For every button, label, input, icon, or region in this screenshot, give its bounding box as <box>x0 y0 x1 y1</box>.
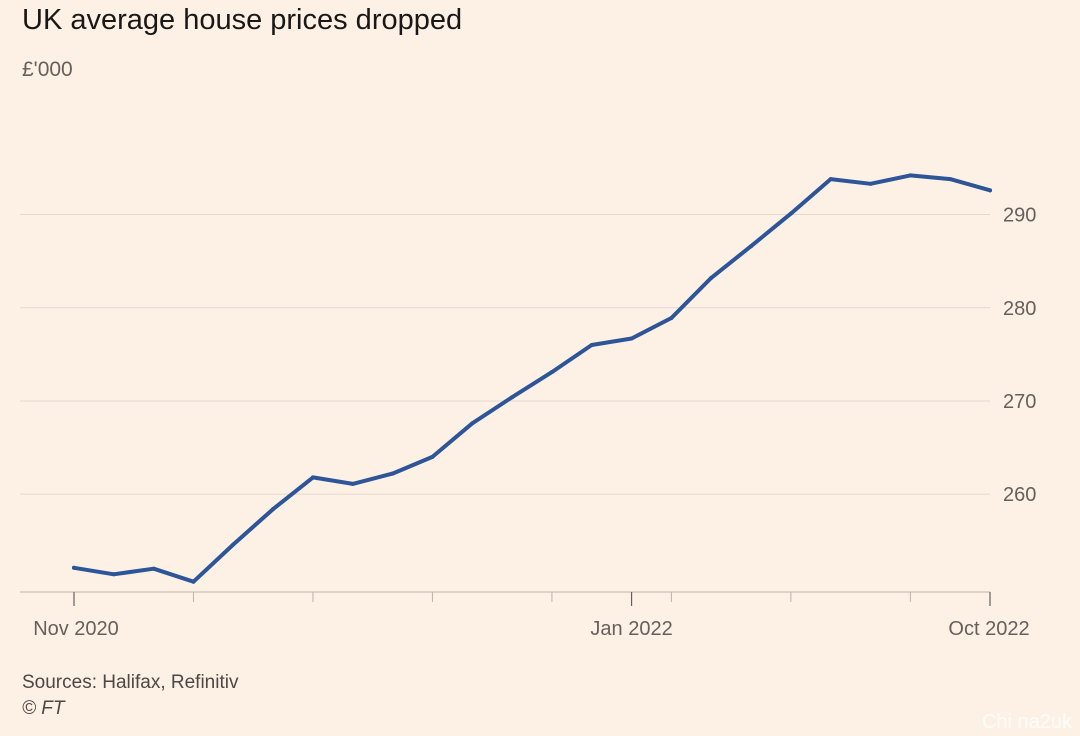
y-tick-label: 260 <box>1003 484 1036 506</box>
data-point <box>191 579 196 584</box>
x-tick-label: Oct 2022 <box>948 618 1029 640</box>
data-point <box>709 275 714 280</box>
data-point <box>151 566 156 571</box>
data-point <box>390 471 395 476</box>
y-tick-label: 270 <box>1003 391 1036 413</box>
unit-label: £'000 <box>22 58 73 81</box>
data-point <box>788 211 793 216</box>
data-point <box>271 507 276 512</box>
data-point <box>589 343 594 348</box>
y-tick-label: 290 <box>1003 205 1036 227</box>
data-point <box>908 173 913 178</box>
data-point <box>828 177 833 182</box>
sources-note: Sources: Halifax, Refinitiv <box>22 672 239 693</box>
y-axis-tick-labels: 260 270 280 290 <box>1003 205 1036 507</box>
data-point <box>948 177 953 182</box>
series-line-house-price <box>72 173 992 584</box>
data-point <box>231 542 236 547</box>
x-axis <box>20 591 991 606</box>
watermark: Chi na2uk <box>981 711 1072 733</box>
data-point <box>669 316 674 321</box>
y-tick-label: 280 <box>1003 298 1036 320</box>
data-point <box>988 188 992 193</box>
data-point <box>72 565 76 570</box>
x-tick-label: Jan 2022 <box>590 618 672 640</box>
data-point <box>111 572 116 577</box>
chart-title: UK average house prices dropped <box>22 4 463 36</box>
data-point <box>430 454 435 459</box>
data-point <box>510 395 515 400</box>
data-point <box>470 421 475 426</box>
copyright-note: © FT <box>22 698 65 719</box>
data-point <box>310 475 315 480</box>
x-tick-label: Nov 2020 <box>33 618 119 640</box>
gridlines <box>20 214 990 495</box>
series-layer <box>72 173 992 584</box>
data-point <box>549 370 554 375</box>
data-point <box>350 481 355 486</box>
data-point <box>629 336 634 341</box>
data-point <box>868 181 873 186</box>
x-axis-tick-labels: Nov 2020 Jan 2022 Oct 2022 <box>33 618 1029 640</box>
data-point <box>749 244 754 249</box>
